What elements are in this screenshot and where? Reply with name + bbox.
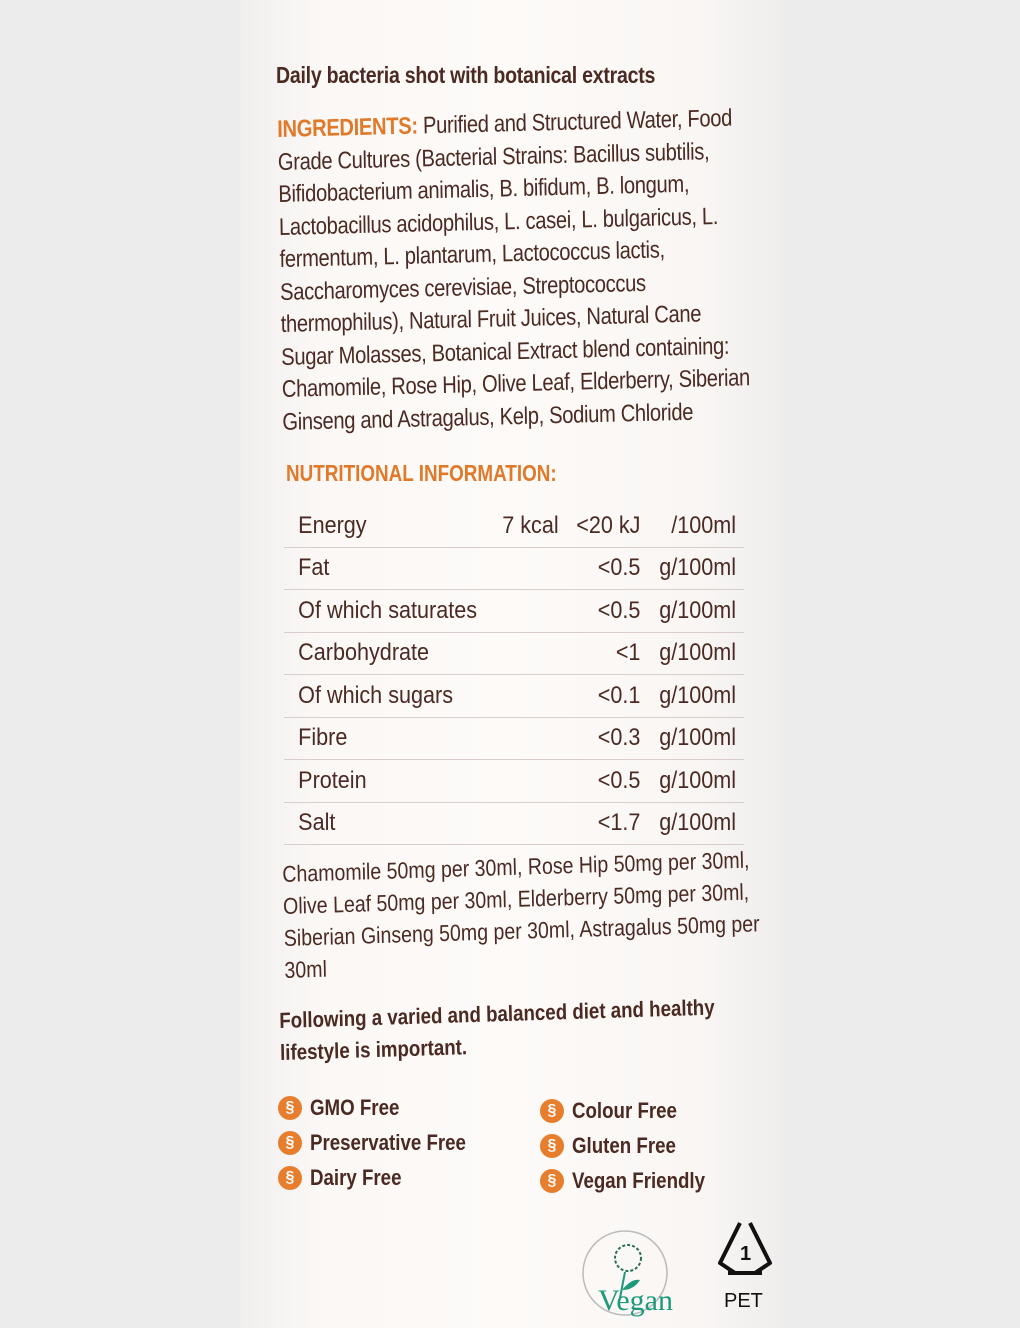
nutrition-row: Salt <1.7 g/100ml: [284, 802, 744, 845]
nutrient-kcal: 7 kcal: [498, 505, 564, 548]
claim-label: Preservative Free: [310, 1130, 466, 1155]
claim-item: § Dairy Free: [278, 1165, 418, 1191]
claim-label: Colour Free: [572, 1098, 677, 1123]
nutrient-unit: g/100ml: [653, 674, 740, 718]
nutrient-kcal: [498, 759, 564, 803]
nutrition-row: Fat <0.5 g/100ml: [284, 547, 744, 590]
nutrient-value: <0.1: [571, 674, 645, 718]
nutrient-unit: g/100ml: [653, 717, 740, 760]
nutrition-row: Carbohydrate <1 g/100ml: [284, 632, 744, 675]
nutrient-unit: g/100ml: [653, 632, 740, 675]
nutrition-row: Energy 7 kcal <20 kJ/100ml: [284, 505, 744, 548]
nutrient-kcal: [498, 632, 564, 675]
nutrient-kcal: [498, 547, 564, 590]
nutrient-unit: g/100ml: [653, 547, 740, 590]
claim-item: § Preservative Free: [278, 1130, 493, 1156]
claim-item: § Gluten Free: [540, 1133, 694, 1159]
vegan-logo: Vegan: [582, 1230, 673, 1317]
nutrient-name: Of which saturates: [294, 589, 485, 633]
nutrient-name: Fat: [294, 547, 485, 590]
claim-icon: §: [540, 1099, 564, 1123]
nutrient-value: <1.7: [571, 802, 645, 845]
nutrient-unit: g/100ml: [653, 802, 740, 845]
nutrient-name: Protein: [294, 759, 485, 803]
nutrient-value: <0.5: [571, 589, 645, 633]
nutrition-row: Of which sugars <0.1 g/100ml: [284, 674, 744, 718]
recycle-pet-icon: 1 PET: [718, 1222, 772, 1312]
nutrient-unit: g/100ml: [653, 759, 740, 803]
claim-label: Gluten Free: [572, 1133, 676, 1158]
claim-item: § Colour Free: [540, 1098, 695, 1124]
claim-icon: §: [278, 1131, 302, 1155]
nutrition-table: Energy 7 kcal <20 kJ/100ml Fat <0.5 g/100ml Of…: [284, 505, 744, 845]
nutrient-value: <0.5: [571, 759, 645, 803]
nutrient-name: Energy: [294, 505, 485, 548]
nutrient-value: <1: [571, 632, 645, 675]
nutrition-row: Of which saturates <0.5 g/100ml: [284, 589, 744, 633]
recycle-number: 1: [740, 1243, 751, 1265]
ingredients-text: Purified and Structured Water, Food Grad…: [277, 104, 751, 436]
claim-label: GMO Free: [310, 1095, 400, 1120]
ingredients-label: INGREDIENTS:: [277, 112, 418, 143]
nutrient-value: <0.3: [571, 717, 645, 760]
claim-label: Vegan Friendly: [572, 1168, 706, 1193]
nutrient-value: <0.5: [571, 547, 645, 590]
nutrient-name: Of which sugars: [294, 674, 485, 718]
nutrient-name: Fibre: [294, 717, 485, 760]
product-title: Daily bacteria shot with botanical extra…: [276, 62, 656, 88]
nutrient-unit: g/100ml: [653, 589, 740, 633]
claim-item: § GMO Free: [278, 1095, 415, 1121]
botanical-amounts: Chamomile 50mg per 30ml, Rose Hip 50mg p…: [282, 846, 760, 983]
nutrient-kcal: [498, 802, 564, 845]
claim-icon: §: [540, 1169, 564, 1193]
nutrition-row: Protein <0.5 g/100ml: [284, 759, 744, 803]
nutrient-kcal: [498, 717, 564, 760]
nutrient-unit: /100ml: [653, 505, 740, 548]
vegan-logo-text: Vegan: [598, 1284, 673, 1317]
claim-icon: §: [540, 1134, 564, 1158]
claim-icon: §: [278, 1166, 302, 1190]
nutrient-kcal: [498, 589, 564, 633]
ingredients: INGREDIENTS: Purified and Structured Wat…: [277, 102, 753, 439]
nutrient-name: Carbohydrate: [294, 632, 485, 675]
claim-item: § Vegan Friendly: [540, 1168, 729, 1194]
claim-icon: §: [278, 1096, 302, 1120]
claim-label: Dairy Free: [310, 1165, 402, 1190]
nutrition-heading: NUTRITIONAL INFORMATION:: [286, 460, 557, 486]
nutrition-row: Fibre <0.3 g/100ml: [284, 717, 744, 760]
recycle-label: PET: [724, 1290, 763, 1312]
nutrient-name: Salt: [294, 802, 485, 845]
nutrient-kcal: [498, 674, 564, 718]
nutrient-value: <20 kJ: [571, 505, 645, 548]
